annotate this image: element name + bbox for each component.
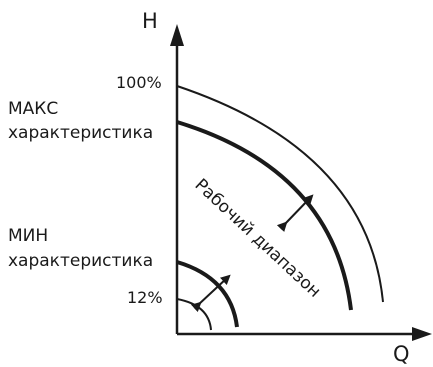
- max-label-line2: характеристика: [8, 123, 153, 143]
- x-axis-label: Q: [393, 342, 410, 366]
- percent-100-label: 100%: [116, 73, 162, 92]
- min-label-line2: характеристика: [8, 251, 153, 271]
- y-axis-arrowhead: [170, 24, 184, 46]
- percent-12-label: 12%: [127, 288, 163, 307]
- upper-double-arrow: [276, 194, 314, 233]
- min-label-line1: МИН: [8, 226, 48, 246]
- x-axis-arrowhead: [412, 327, 432, 341]
- max-label-line1: МАКС: [8, 99, 58, 119]
- y-axis-label: H: [142, 9, 158, 33]
- working-range-label: Рабочий диапазон: [191, 175, 325, 302]
- max-characteristic-curve: [176, 120, 353, 311]
- lower-double-arrow: [190, 274, 231, 313]
- curve-12-percent: [176, 298, 212, 331]
- curve-100-percent: [176, 85, 384, 303]
